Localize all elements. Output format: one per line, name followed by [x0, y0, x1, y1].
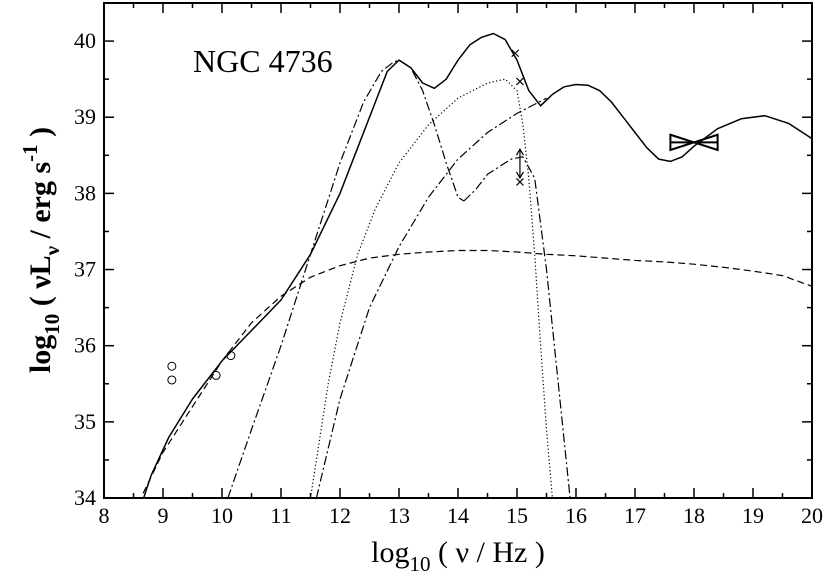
- data-point-circle: [211, 370, 221, 380]
- axis-ticks: [103, 2, 813, 499]
- x-tick-label: 8: [99, 503, 110, 528]
- y-tick-label: 38: [74, 180, 96, 205]
- y-tick-label: 40: [74, 28, 96, 53]
- y-tick-label: 35: [74, 409, 96, 434]
- y-tick-label: 34: [74, 485, 96, 510]
- data-point-circle: [167, 361, 177, 371]
- x-tick-label: 20: [801, 503, 823, 528]
- data-point-cross: [516, 77, 524, 86]
- x-tick-label: 19: [742, 503, 764, 528]
- series-line-dash-dot: [315, 97, 547, 498]
- y-tick-label: 36: [74, 333, 96, 358]
- series-line-dash-dot: [463, 156, 571, 498]
- x-axis-label: log10 ( ν / Hz ): [371, 536, 545, 576]
- series-line-dash-dot: [227, 59, 465, 498]
- upper-limit-arrow: [515, 148, 524, 180]
- x-tick-label: 13: [388, 503, 410, 528]
- axis-tick-labels: 8 9 10 11 12 13 14 15 16 17 18 19 20 34 35 36 37 38 39 40: [74, 28, 823, 528]
- x-tick-label: 15: [506, 503, 528, 528]
- series-line-dashed: [140, 249, 812, 498]
- observed-points: [167, 49, 719, 385]
- data-point-cross: [511, 49, 520, 58]
- x-tick-label: 12: [329, 503, 351, 528]
- x-tick-label: 9: [158, 503, 169, 528]
- xray-bowtie: [669, 133, 719, 152]
- y-tick-label: 39: [74, 104, 96, 129]
- data-point-circle: [226, 351, 236, 361]
- x-tick-label: 10: [211, 503, 233, 528]
- x-tick-label: 11: [270, 503, 291, 528]
- data-point-circle: [167, 375, 177, 385]
- x-tick-label: 18: [683, 503, 705, 528]
- x-tick-label: 17: [624, 503, 646, 528]
- series-line-dotted: [309, 78, 553, 498]
- model-curves: [140, 32, 812, 498]
- x-tick-label: 14: [447, 503, 469, 528]
- y-tick-label: 37: [74, 257, 96, 282]
- chart-annotation: NGC 4736: [193, 43, 333, 79]
- series-line-solid: [142, 32, 812, 498]
- data-point-cross: [516, 178, 524, 186]
- x-tick-label: 16: [565, 503, 587, 528]
- y-axis-label: log10 ( νLν / erg s-1 ): [18, 127, 64, 373]
